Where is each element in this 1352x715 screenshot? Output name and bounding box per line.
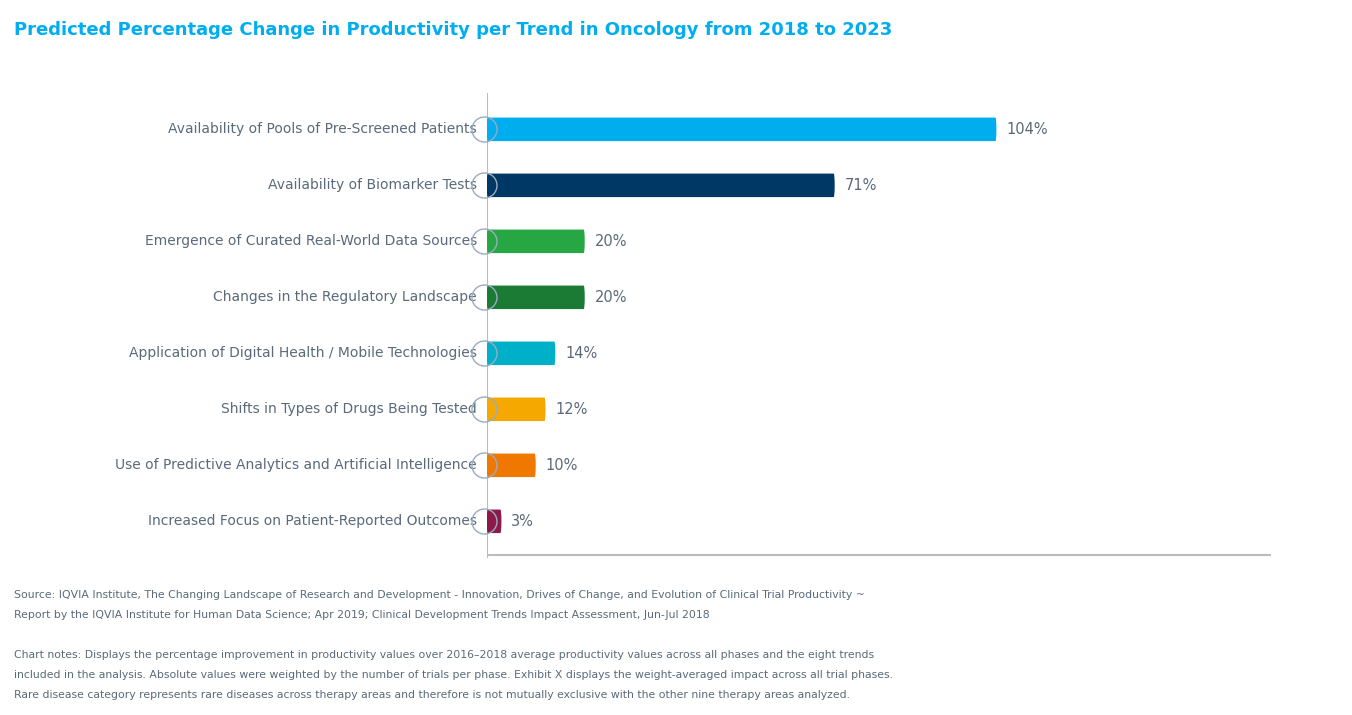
Text: Use of Predictive Analytics and Artificial Intelligence: Use of Predictive Analytics and Artifici… [115,458,477,473]
Text: 71%: 71% [845,178,877,193]
Text: Availability of Pools of Pre-Screened Patients: Availability of Pools of Pre-Screened Pa… [168,122,477,137]
Text: Report by the IQVIA Institute for Human Data Science; Apr 2019; Clinical Develop: Report by the IQVIA Institute for Human … [14,610,710,620]
Text: Source: IQVIA Institute, The Changing Landscape of Research and Development - In: Source: IQVIA Institute, The Changing La… [14,590,864,600]
Text: 12%: 12% [556,402,588,417]
Text: Predicted Percentage Change in Productivity per Trend in Oncology from 2018 to 2: Predicted Percentage Change in Productiv… [14,21,892,39]
Text: Rare disease category represents rare diseases across therapy areas and therefor: Rare disease category represents rare di… [14,690,849,700]
Text: included in the analysis. Absolute values were weighted by the number of trials : included in the analysis. Absolute value… [14,670,892,680]
Text: 3%: 3% [511,514,534,529]
FancyBboxPatch shape [487,117,996,141]
Text: Changes in the Regulatory Landscape: Changes in the Regulatory Landscape [214,290,477,305]
Text: 10%: 10% [545,458,577,473]
FancyBboxPatch shape [487,285,584,309]
Text: Increased Focus on Patient-Reported Outcomes: Increased Focus on Patient-Reported Outc… [147,514,477,528]
FancyBboxPatch shape [487,174,834,197]
FancyBboxPatch shape [487,230,584,253]
Text: 20%: 20% [595,234,627,249]
Text: Application of Digital Health / Mobile Technologies: Application of Digital Health / Mobile T… [128,346,477,360]
FancyBboxPatch shape [487,453,535,477]
FancyBboxPatch shape [487,510,502,533]
Text: 14%: 14% [565,346,598,361]
Text: Chart notes: Displays the percentage improvement in productivity values over 201: Chart notes: Displays the percentage imp… [14,650,873,660]
Text: 20%: 20% [595,290,627,305]
Text: 104%: 104% [1006,122,1048,137]
Text: Emergence of Curated Real-World Data Sources: Emergence of Curated Real-World Data Sou… [145,235,477,248]
Text: Shifts in Types of Drugs Being Tested: Shifts in Types of Drugs Being Tested [222,403,477,416]
FancyBboxPatch shape [487,342,556,365]
FancyBboxPatch shape [487,398,545,421]
Text: Availability of Biomarker Tests: Availability of Biomarker Tests [268,178,477,192]
